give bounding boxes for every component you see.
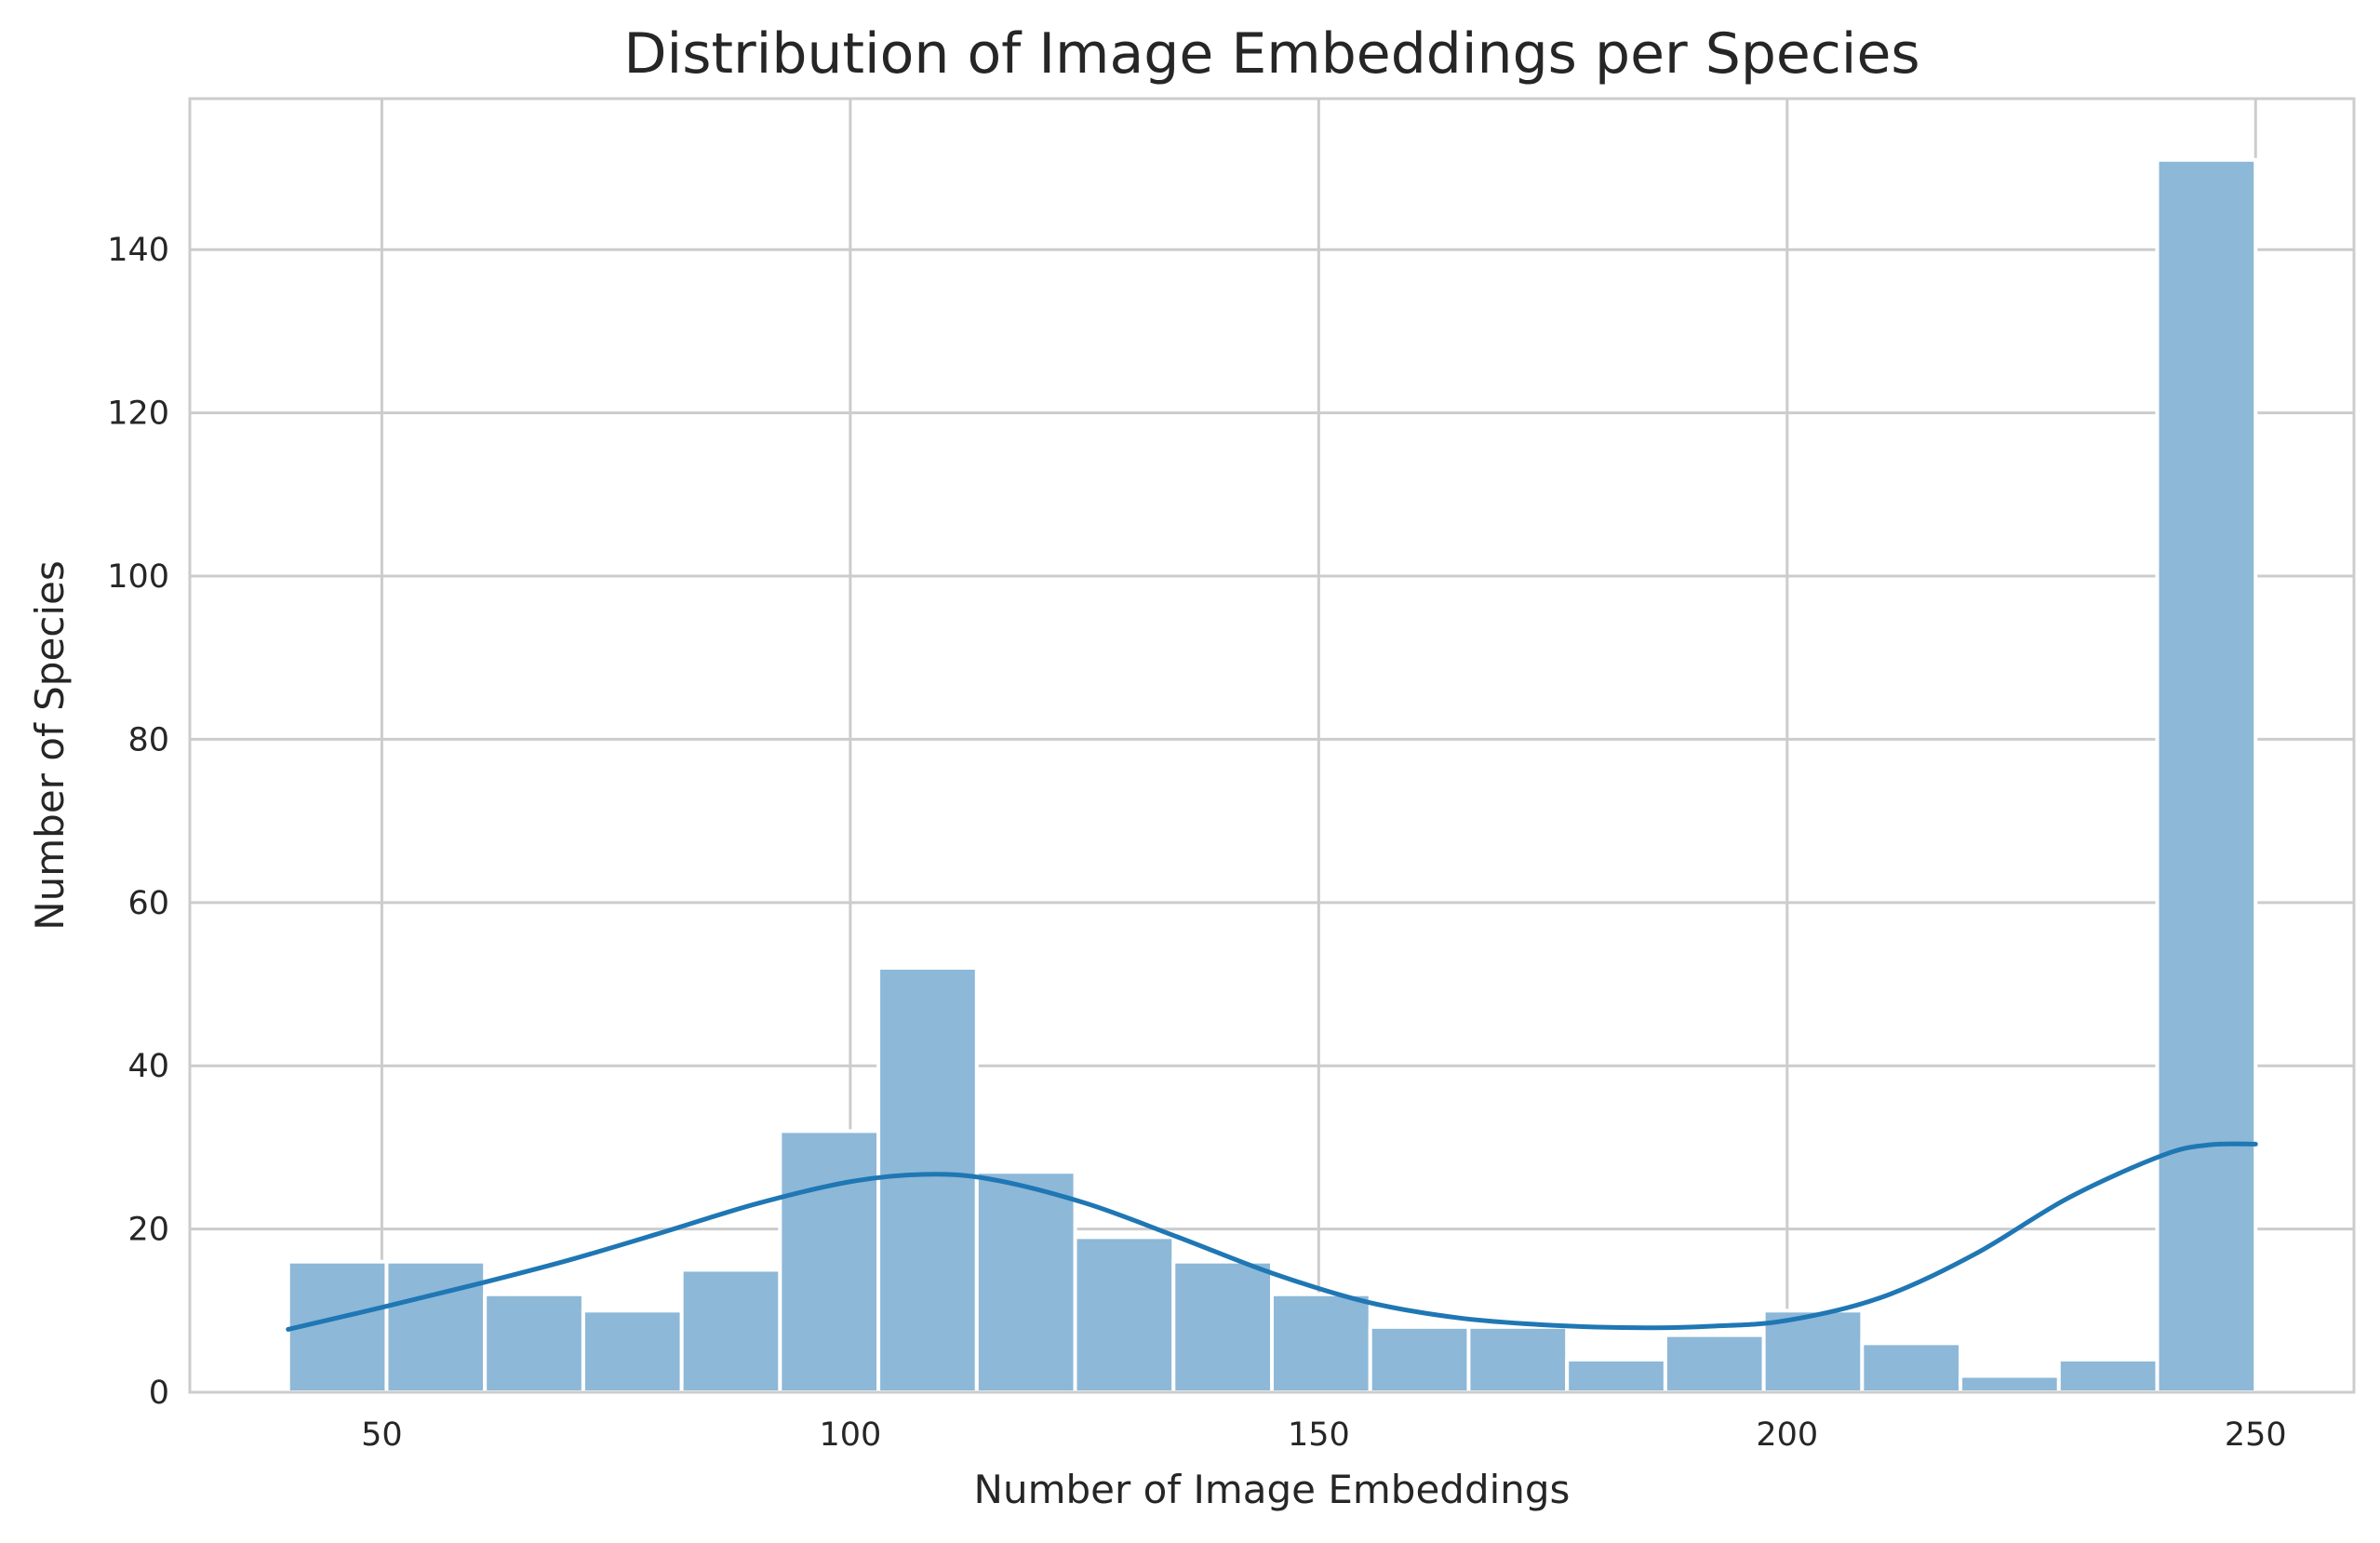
y-tick-label: 60 (127, 885, 169, 922)
histogram-bar (1466, 1324, 1570, 1395)
x-tick-label: 100 (819, 1416, 881, 1454)
histogram-bar (1663, 1333, 1766, 1394)
x-tick-label: 150 (1288, 1416, 1350, 1454)
y-tick-label: 80 (127, 721, 169, 758)
y-tick-label: 120 (107, 396, 169, 433)
histogram-bar (2155, 157, 2258, 1395)
x-tick-label: 50 (361, 1416, 403, 1454)
histogram-bar (1073, 1235, 1176, 1394)
y-tick-label: 20 (127, 1212, 169, 1249)
histogram-bar (974, 1170, 1077, 1394)
y-tick-label: 40 (127, 1048, 169, 1085)
histogram-bar (778, 1129, 881, 1395)
y-tick-label: 140 (107, 232, 169, 269)
x-tick-label: 200 (1756, 1416, 1818, 1454)
histogram-bar (876, 965, 979, 1394)
grid-lines (190, 99, 2354, 1394)
histogram-bar (581, 1308, 684, 1395)
plot-frame (188, 97, 2356, 1394)
y-tick-label: 0 (149, 1375, 169, 1412)
y-tick-labels: 0 20 40 60 80 100 120 140 (107, 232, 169, 1412)
histogram-bar (1171, 1259, 1274, 1395)
histogram-bar (679, 1268, 782, 1394)
y-axis-label: Number of Species (27, 560, 73, 931)
histogram-bar (1959, 1374, 2061, 1395)
x-tick-label: 250 (2225, 1416, 2287, 1454)
y-tick-label: 100 (107, 558, 169, 596)
chart-title: Distribution of Image Embeddings per Spe… (623, 21, 1919, 87)
histogram-bar (1860, 1341, 1963, 1395)
histogram-bar (384, 1259, 488, 1395)
x-tick-labels: 50 100 150 200 250 (361, 1416, 2287, 1454)
histogram-bar (483, 1292, 585, 1395)
histogram-bar (2056, 1357, 2159, 1395)
x-axis-label: Number of Image Embeddings (974, 1467, 1571, 1512)
histogram-bar (1270, 1292, 1372, 1395)
histogram-bar (1565, 1357, 1667, 1395)
kde-curve (286, 1141, 2258, 1332)
histogram-bars (286, 157, 2258, 1395)
histogram-bar (1368, 1324, 1471, 1395)
